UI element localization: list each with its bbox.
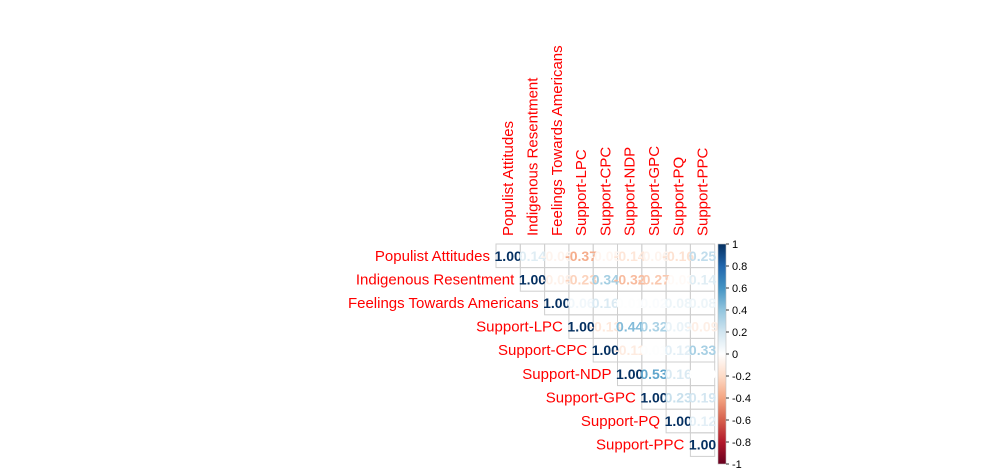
- correlation-value: -0.06: [638, 248, 670, 264]
- correlation-value: 0.23: [665, 389, 692, 405]
- row-label: Support-LPC: [476, 319, 563, 336]
- correlation-value: 0.34: [592, 271, 619, 287]
- colorbar: [717, 243, 727, 465]
- column-label: Support-PQ: [670, 157, 687, 236]
- colorbar-tick-label: -0.2: [732, 371, 751, 383]
- row-label: Support-GPC: [546, 389, 636, 406]
- correlation-value: -0.11: [614, 342, 645, 358]
- column-label: Support-CPC: [597, 147, 614, 236]
- correlation-value: 0.14: [519, 248, 546, 264]
- correlation-value: 0.08: [689, 295, 716, 311]
- row-label: Support-CPC: [498, 342, 587, 359]
- colorbar-tick-label: 0: [732, 349, 738, 361]
- correlation-value: 0.08: [665, 295, 692, 311]
- correlation-value: -0.37: [565, 248, 597, 264]
- correlation-value: 0.16: [592, 295, 619, 311]
- colorbar-tick-label: 1: [732, 239, 738, 251]
- row-label: Indigenous Resentment: [356, 271, 515, 288]
- column-label: Support-PPC: [695, 147, 712, 236]
- correlation-value: 0.16: [665, 366, 692, 382]
- correlation-value: 0.00: [689, 366, 716, 382]
- correlation-value: 1.00: [495, 248, 522, 264]
- column-label: Populist Attitudes: [500, 121, 517, 236]
- colorbar-tick-label: -0.8: [732, 437, 751, 449]
- correlation-value: 1.00: [519, 271, 546, 287]
- row-labels: Populist Attitudes Indigenous Resentment F…: [348, 248, 685, 454]
- correlation-value: 1.00: [543, 295, 570, 311]
- colorbar-tick-label: -1: [732, 459, 742, 471]
- correlation-value: -0.13: [589, 319, 621, 335]
- correlation-value: -0.08: [541, 271, 573, 287]
- row-label: Support-PPC: [596, 437, 685, 454]
- column-label: Indigenous Resentment: [524, 77, 541, 236]
- matrix-grid: [495, 243, 716, 457]
- correlation-value: 0.02: [640, 295, 667, 311]
- row-label: Feelings Towards Americans: [348, 295, 539, 312]
- correlation-value: 0.01: [640, 342, 667, 358]
- matrix-cells: 1.000.14-0.06-0.37-0.05-0.14-0.06-0.160.…: [495, 248, 719, 453]
- correlation-value: -0.23: [565, 271, 597, 287]
- column-label: Feelings Towards Americans: [549, 45, 566, 236]
- column-label: Support-GPC: [646, 146, 663, 236]
- colorbar-tick-label: 0.4: [732, 305, 747, 317]
- correlation-value: -0.27: [638, 271, 670, 287]
- correlation-value: 1.00: [640, 389, 667, 405]
- correlation-value: 0.32: [640, 319, 667, 335]
- colorbar-tick-label: 0.6: [732, 283, 747, 295]
- correlation-value: -0.03: [662, 271, 694, 287]
- correlation-value: -0.14: [614, 248, 646, 264]
- correlation-value: 1.00: [689, 437, 716, 453]
- correlation-value: 0.12: [665, 342, 692, 358]
- correlation-value: 1.00: [616, 366, 643, 382]
- colorbar-tick-label: 0.8: [732, 261, 747, 273]
- correlation-value: -0.32: [614, 271, 646, 287]
- column-labels: Populist Attitudes Indigenous Resentment F…: [500, 45, 711, 236]
- colorbar-tick-label: 0.2: [732, 327, 747, 339]
- correlation-value: 0.19: [689, 389, 716, 405]
- correlation-value: 1.00: [567, 319, 594, 335]
- correlation-value: -0.06: [541, 248, 573, 264]
- correlation-value: 0.44: [616, 319, 643, 335]
- correlation-value: 0.09: [665, 319, 692, 335]
- row-label: Support-NDP: [522, 366, 611, 383]
- correlation-value: 0.25: [689, 248, 716, 264]
- row-label: Populist Attitudes: [375, 248, 490, 265]
- correlation-value: -0.16: [662, 248, 694, 264]
- correlation-value: -0.05: [589, 248, 621, 264]
- correlation-value: 0.33: [689, 342, 716, 358]
- row-label: Support-PQ: [581, 413, 660, 430]
- correlation-value: 0.53: [640, 366, 667, 382]
- correlation-value: 0.12: [689, 413, 716, 429]
- correlation-value: 0.14: [689, 271, 716, 287]
- colorbar-legend: 1 0.8 0.6 0.4 0.2 0 -0.2 -0.4 -0.6 -0.8 -1: [717, 239, 751, 471]
- correlation-value: 0.01: [616, 295, 643, 311]
- column-label: Support-LPC: [573, 149, 590, 236]
- correlation-value: 1.00: [665, 413, 692, 429]
- colorbar-tick-label: -0.6: [732, 415, 751, 427]
- correlation-value: -0.09: [687, 319, 719, 335]
- column-label: Support-NDP: [622, 147, 639, 236]
- correlation-value: 0.06: [567, 295, 594, 311]
- colorbar-tick-label: -0.4: [732, 393, 751, 405]
- grid-cell: [689, 432, 716, 457]
- correlation-value: 1.00: [592, 342, 619, 358]
